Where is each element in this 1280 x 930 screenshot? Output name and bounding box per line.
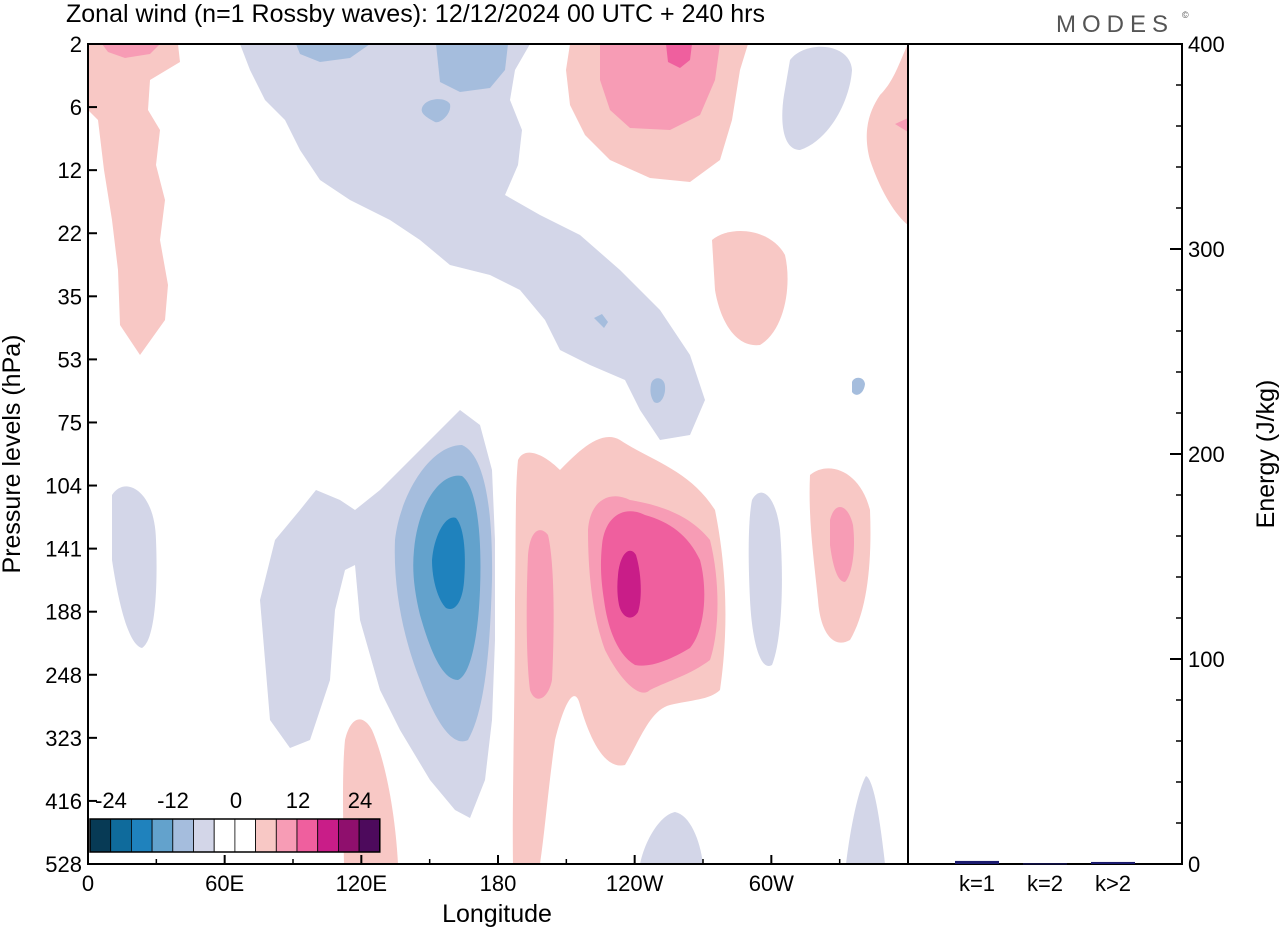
y-tick-label: 12 — [58, 158, 82, 183]
contour-pos-right-middle-mid — [830, 506, 855, 582]
contour-neg-bottom-right — [846, 776, 885, 864]
y-tick-label: 528 — [45, 852, 82, 877]
contour-neg-small-b — [594, 314, 608, 328]
colorbar-swatch — [337, 818, 360, 853]
contour-pos-far-right — [866, 44, 908, 225]
contour-neg-diagonal — [240, 44, 705, 440]
y-tick-label: 416 — [45, 789, 82, 814]
contour-pos-far-right-mid — [895, 118, 908, 132]
y-tick-label: 53 — [58, 347, 82, 372]
contour-pos-top-small — [102, 44, 160, 58]
energy-tick-label: 200 — [1188, 442, 1225, 467]
y-tick-label: 141 — [45, 537, 82, 562]
contour-neg-top-mid — [296, 44, 370, 62]
brand-logo: MODES © — [1056, 10, 1189, 38]
contour-neg-right-middle — [748, 492, 782, 666]
energy-tick-label: 100 — [1188, 647, 1225, 672]
y-tick-label: 188 — [45, 600, 82, 625]
contour-neg-lower-center-core — [432, 517, 465, 609]
contour-pos-lower-center-core — [617, 550, 641, 618]
energy-category-label: k=2 — [1027, 871, 1063, 896]
contour-pos-lower-center-mid-left — [526, 530, 554, 699]
energy-bar — [955, 860, 999, 864]
energy-tick-label: 300 — [1188, 237, 1225, 262]
colorbar-swatch — [110, 818, 132, 853]
colorbar-swatch — [255, 818, 277, 853]
x-tick-label: 180 — [480, 871, 517, 896]
contour-pos-mid-right-blob — [712, 231, 788, 346]
energy-tick-label: 400 — [1188, 32, 1225, 57]
colorbar: -24 -12 0 12 24 — [89, 788, 381, 853]
colorbar-border — [89, 818, 381, 853]
colorbar-swatch — [358, 818, 381, 853]
contour-pos-upper-left — [88, 44, 180, 355]
contour-neg-far-right-top — [782, 46, 852, 150]
x-tick-label: 120E — [336, 871, 387, 896]
energy-bar — [1023, 863, 1067, 865]
energy-category-label: k=1 — [959, 871, 995, 896]
energy-category-label: k>2 — [1095, 871, 1131, 896]
contour-neg-small-c — [650, 378, 666, 403]
colorbar-swatch — [172, 818, 194, 853]
brand-text: MODES — [1056, 11, 1174, 38]
heatmap-field — [88, 44, 908, 864]
energy-bars — [955, 860, 1135, 865]
y-tick-label: 2 — [70, 32, 82, 57]
colorbar-label: -24 — [95, 788, 127, 813]
colorbar-swatch — [234, 818, 256, 853]
colorbar-swatch — [275, 818, 298, 853]
colorbar-swatch — [151, 818, 174, 853]
x-tick-label: 60W — [749, 871, 794, 896]
y-tick-label: 35 — [58, 284, 82, 309]
energy-tick-label: 0 — [1188, 852, 1200, 877]
colorbar-swatch — [193, 818, 215, 853]
contour-neg-small-a — [421, 99, 451, 123]
contour-pos-lower-center-strong — [600, 511, 705, 666]
energy-y-axis: 0 100 200 300 400 — [1170, 32, 1225, 877]
y-axis-title: Pressure levels (hPa) — [0, 335, 26, 574]
colorbar-label: 12 — [286, 788, 310, 813]
y-tick-label: 22 — [58, 221, 82, 246]
colorbar-swatch — [317, 818, 339, 853]
x-tick-label: 0 — [82, 871, 94, 896]
colorbar-label: 0 — [230, 788, 242, 813]
x-axis-title: Longitude — [442, 900, 552, 928]
brand-mark: © — [1182, 10, 1189, 20]
heatmap-y-axis: 2 6 12 22 35 53 75 104 141 188 248 323 416 528 — [45, 32, 97, 877]
energy-frame — [907, 43, 1183, 865]
x-tick-label: 60E — [205, 871, 244, 896]
y-tick-label: 323 — [45, 726, 82, 751]
contour-neg-bottom-center — [640, 812, 703, 864]
colorbar-swatch — [213, 818, 236, 853]
colorbar-label: -12 — [157, 788, 189, 813]
chart-title: Zonal wind (n=1 Rossby waves): 12/12/202… — [66, 0, 765, 28]
colorbar-swatch — [130, 818, 153, 853]
contour-pos-upper-right-core — [666, 44, 692, 68]
y-tick-label: 248 — [45, 663, 82, 688]
energy-bar — [1091, 861, 1135, 864]
contour-pos-upper-right-mid — [600, 44, 720, 130]
contour-neg-top-center — [436, 44, 508, 92]
energy-axis-title: Energy (J/kg) — [1252, 380, 1280, 529]
x-tick-label: 120W — [606, 871, 664, 896]
contour-neg-far-right-dot — [852, 377, 865, 395]
colorbar-label: 24 — [348, 788, 372, 813]
y-tick-label: 75 — [58, 410, 82, 435]
energy-x-axis: k=1 k=2 k>2 — [959, 871, 1131, 896]
y-tick-label: 6 — [70, 95, 82, 120]
contour-neg-lower-left — [112, 486, 157, 648]
colorbar-swatch — [89, 818, 112, 853]
y-tick-label: 104 — [45, 474, 82, 499]
heatmap-x-axis: 0 60E 120E 180 120W 60W — [82, 855, 841, 896]
colorbar-swatch — [296, 818, 319, 853]
